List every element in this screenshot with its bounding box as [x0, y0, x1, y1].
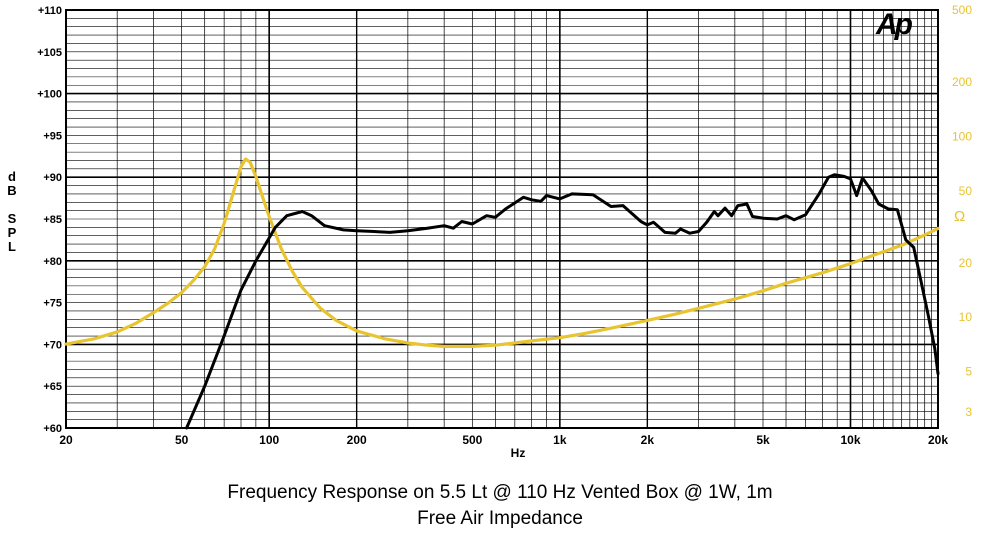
y-right-tick-label: 50: [959, 184, 973, 198]
x-axis-ticks: 20 50 100 200 500 1k 2k 5k 10k 20k: [59, 433, 948, 447]
y-left-tick-label: +100: [37, 89, 62, 101]
x-tick-label: 1k: [553, 433, 567, 447]
x-tick-label: 200: [347, 433, 367, 447]
y-right-tick-label: 5: [965, 365, 972, 379]
ap-logo: Ap: [876, 8, 913, 41]
x-tick-label: 500: [462, 433, 482, 447]
left-axis-ticks: +60 +65 +70 +75 +80 +85 +90 +95 +100 +105 +110: [37, 5, 62, 435]
x-tick-label: 20k: [928, 433, 948, 447]
y-right-tick-label: 10: [959, 310, 973, 324]
x-axis-label: Hz: [511, 446, 526, 460]
series-layer: [64, 157, 940, 430]
y-left-tick-label: +85: [43, 214, 62, 226]
grid-minor-lines: [66, 10, 938, 428]
chart-subtitle: Free Air Impedance: [417, 508, 583, 529]
y-left-tick-label: +70: [43, 339, 62, 351]
y-left-tick-label: +75: [43, 298, 62, 310]
y-right-tick-label: 3: [965, 405, 972, 419]
chart-title: Frequency Response on 5.5 Lt @ 110 Hz Ve…: [227, 482, 773, 503]
y-right-tick-label: 500: [952, 3, 972, 17]
x-tick-label: 50: [175, 433, 189, 447]
x-tick-label: 100: [259, 433, 279, 447]
x-tick-label: 20: [59, 433, 73, 447]
y-left-tick-label: +95: [43, 130, 62, 142]
right-axis-ticks: 3 5 10 20 50 100 200 500: [952, 3, 972, 419]
right-axis-label-ohm: Ω: [954, 208, 966, 225]
y-left-tick-label: +90: [43, 172, 62, 184]
spl-curve: [185, 173, 940, 430]
grid-major-lines: [66, 10, 938, 428]
y-left-tick-label: +105: [37, 47, 62, 59]
y-left-tick-label: +80: [43, 256, 62, 268]
x-tick-label: 5k: [756, 433, 770, 447]
y-right-tick-label: 20: [959, 256, 973, 270]
plot-frame: [65, 9, 939, 429]
y-right-tick-label: 100: [952, 129, 972, 143]
y-left-tick-label: +110: [38, 5, 62, 17]
impedance-curve: [64, 157, 940, 348]
y-left-tick-label: +60: [43, 423, 62, 435]
y-left-tick-label: +65: [43, 381, 62, 393]
y-right-tick-label: 200: [952, 75, 972, 89]
x-tick-label: 2k: [641, 433, 655, 447]
x-tick-label: 10k: [840, 433, 860, 447]
